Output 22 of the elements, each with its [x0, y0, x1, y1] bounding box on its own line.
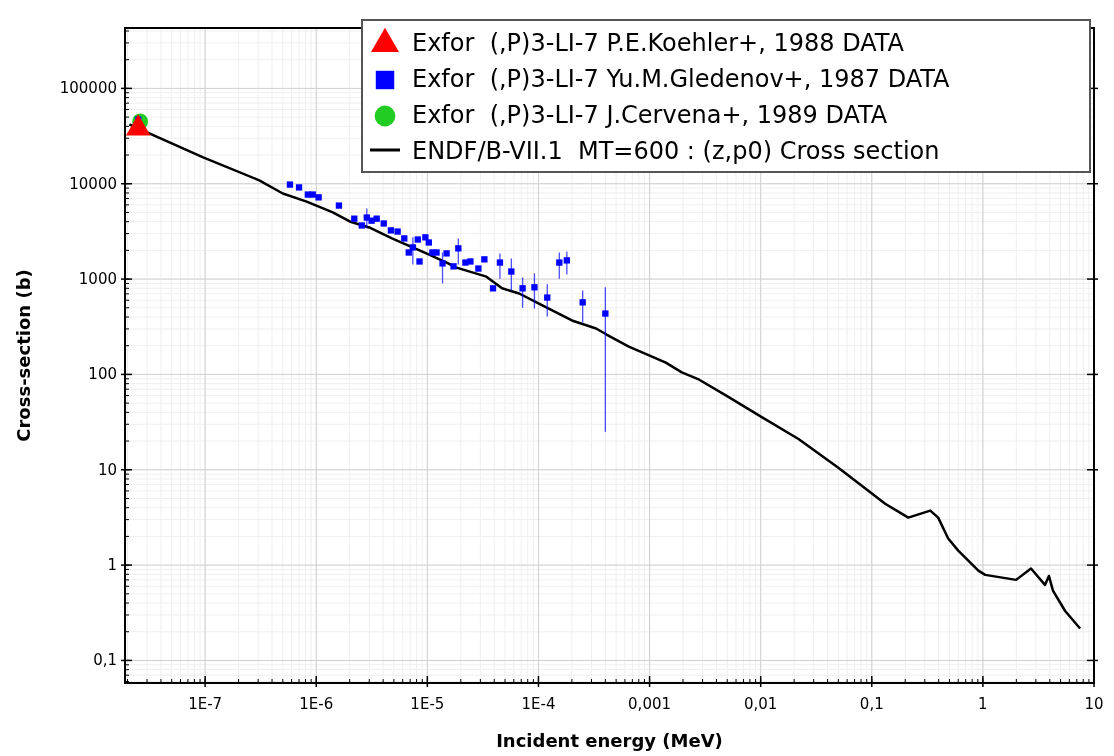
legend-label: Exfor (,P)3-LI-7 Yu.M.Gledenov+, 1987 DATA [412, 65, 951, 93]
x-tick-label: 0,001 [628, 695, 672, 713]
y-tick-label: 0,1 [93, 651, 117, 670]
x-tick-label: 1E-5 [410, 695, 445, 713]
y-axis-title: Cross-section (b) [13, 269, 34, 442]
x-axis-title: Incident energy (MeV) [496, 730, 723, 751]
y-tick-label: 10000 [69, 174, 117, 193]
x-tick-label: 1 [978, 695, 988, 713]
x-tick-label: 10 [1084, 695, 1104, 713]
x-tick-label: 1E-4 [521, 695, 556, 713]
x-tick-label: 1E-7 [188, 695, 223, 713]
legend-label: Exfor (,P)3-LI-7 P.E.Koehler+, 1988 DATA [412, 29, 905, 57]
y-tick-label: 1000 [78, 270, 117, 289]
legend-label: Exfor (,P)3-LI-7 J.Cervena+, 1989 DATA [412, 101, 888, 129]
y-tick-label: 100000 [59, 79, 117, 98]
x-tick-label: 0,1 [859, 695, 884, 713]
legend-label: ENDF/B-VII.1 MT=600 : (z,p0) Cross section [412, 137, 940, 165]
y-tick-label: 100 [88, 365, 117, 384]
y-tick-label: 1 [107, 556, 117, 575]
y-tick-label: 10 [97, 460, 117, 479]
x-tick-label: 1E-6 [299, 695, 334, 713]
x-tick-label: 0,01 [743, 695, 778, 713]
